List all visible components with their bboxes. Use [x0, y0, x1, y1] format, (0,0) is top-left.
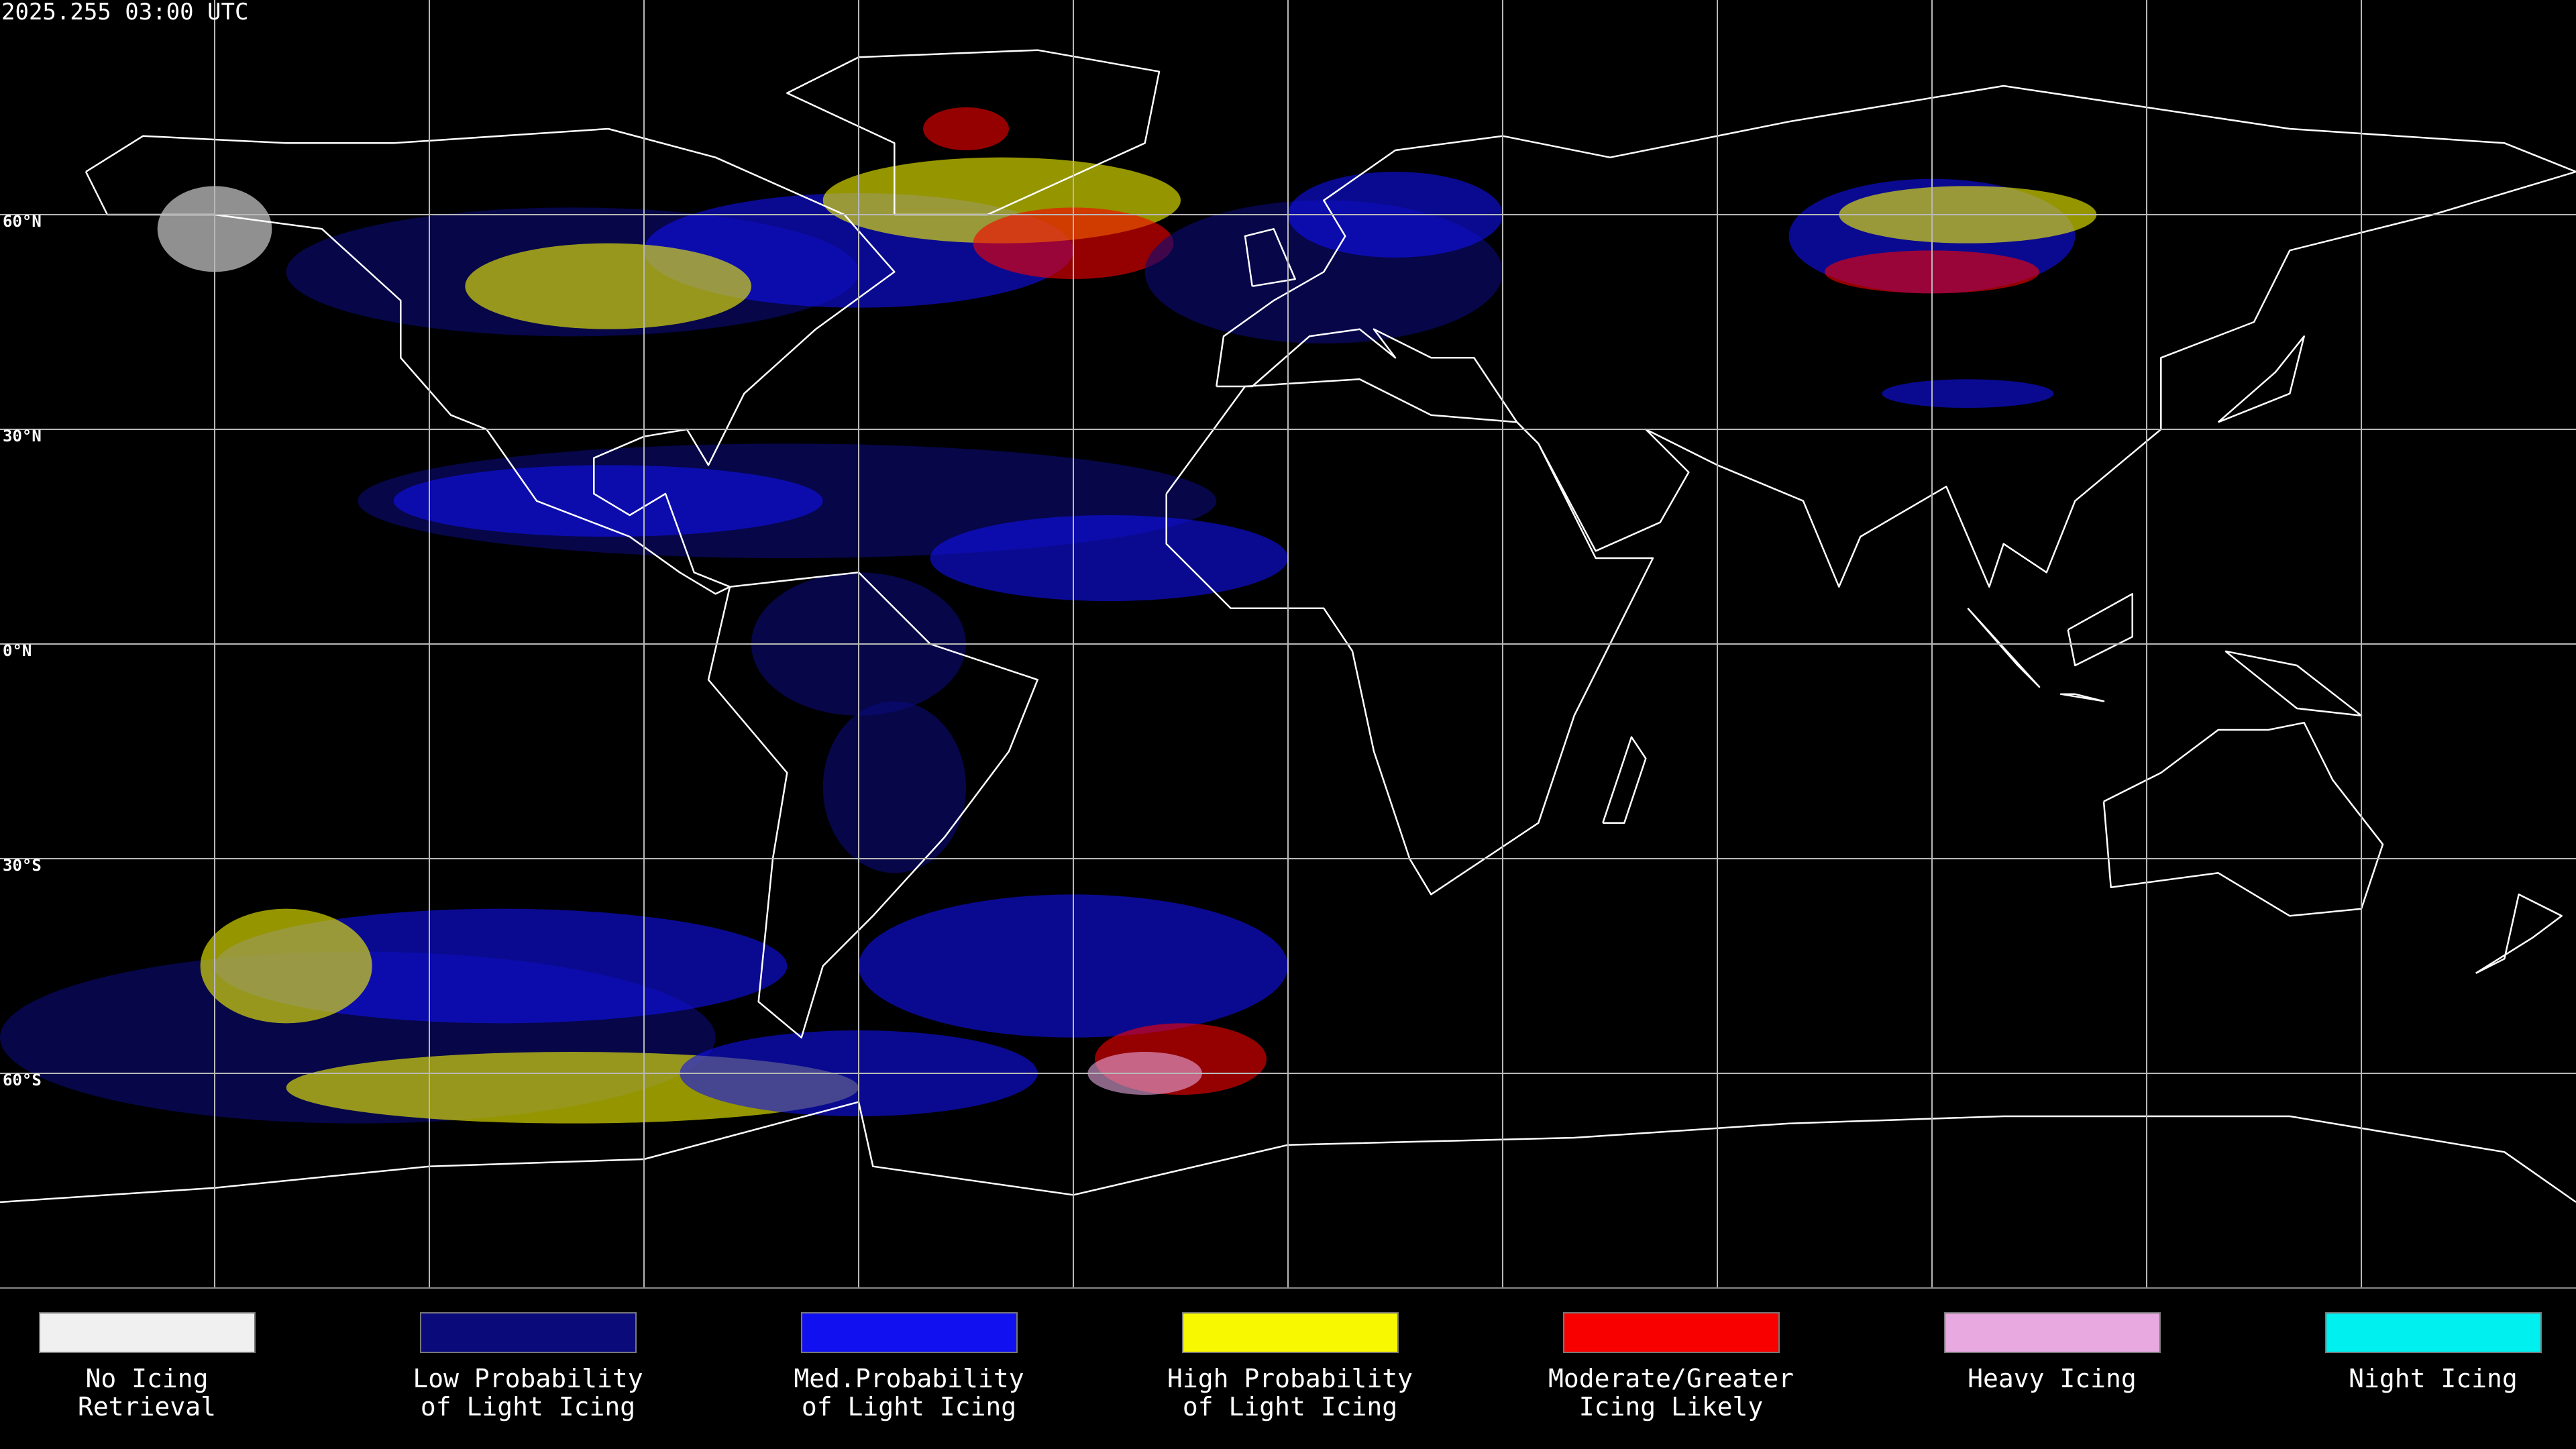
latitude-label: 30°N — [3, 427, 42, 445]
coastline — [707, 572, 1038, 1038]
coastline — [2102, 722, 2384, 917]
coastlines — [0, 49, 2576, 1203]
legend-swatch — [1182, 1312, 1399, 1353]
icing-area — [465, 243, 751, 329]
latitude-label: 30°S — [3, 856, 42, 875]
coastline — [1165, 378, 1654, 896]
coastline — [2217, 335, 2305, 423]
legend-label: Moderate/Greater — [1548, 1364, 1794, 1393]
latitude-label: 0°N — [3, 641, 32, 660]
legend-label: Heavy Icing — [1968, 1364, 2137, 1393]
latitude-label: 60°S — [3, 1071, 42, 1089]
legend-label: High Probability — [1167, 1364, 1413, 1393]
coastline — [2475, 894, 2563, 974]
icing-area — [393, 465, 823, 537]
coastline — [2067, 593, 2133, 667]
legend-label: of Light Icing — [1183, 1392, 1397, 1421]
icing-area — [930, 515, 1288, 601]
icing-area — [923, 107, 1009, 150]
legend-swatch — [801, 1312, 1018, 1353]
legend-label: Low Probability — [413, 1364, 643, 1393]
legend-swatch — [1944, 1312, 2161, 1353]
coastline — [1244, 228, 1296, 287]
legend-label: Med.Probability — [794, 1364, 1024, 1393]
coastline — [0, 1101, 2576, 1203]
graticule: 60°N 30°N 0°N 30°S 60°S — [0, 0, 2576, 1288]
legend-swatch — [420, 1312, 637, 1353]
legend-label: Icing Likely — [1579, 1392, 1764, 1421]
coastline — [2059, 693, 2105, 702]
legend-swatch — [1563, 1312, 1780, 1353]
icing-area — [1882, 379, 2054, 409]
icing-area — [822, 701, 967, 873]
legend-label: of Light Icing — [421, 1392, 635, 1421]
legend-swatch — [2325, 1312, 2542, 1353]
legend-swatch — [39, 1312, 256, 1353]
latitude-label: 60°N — [3, 212, 42, 231]
legend-label: of Light Icing — [802, 1392, 1016, 1421]
coastline — [1602, 736, 1647, 824]
legend-label: Night Icing — [2349, 1364, 2518, 1393]
icing-area — [200, 908, 372, 1024]
timestamp: 2025.255 03:00 UTC — [1, 0, 248, 25]
coastline — [1967, 607, 2041, 688]
coastline — [85, 127, 896, 595]
legend-label: No Icing — [85, 1364, 208, 1393]
coastline — [1216, 85, 2576, 588]
legend-label: Retrieval — [78, 1392, 216, 1421]
